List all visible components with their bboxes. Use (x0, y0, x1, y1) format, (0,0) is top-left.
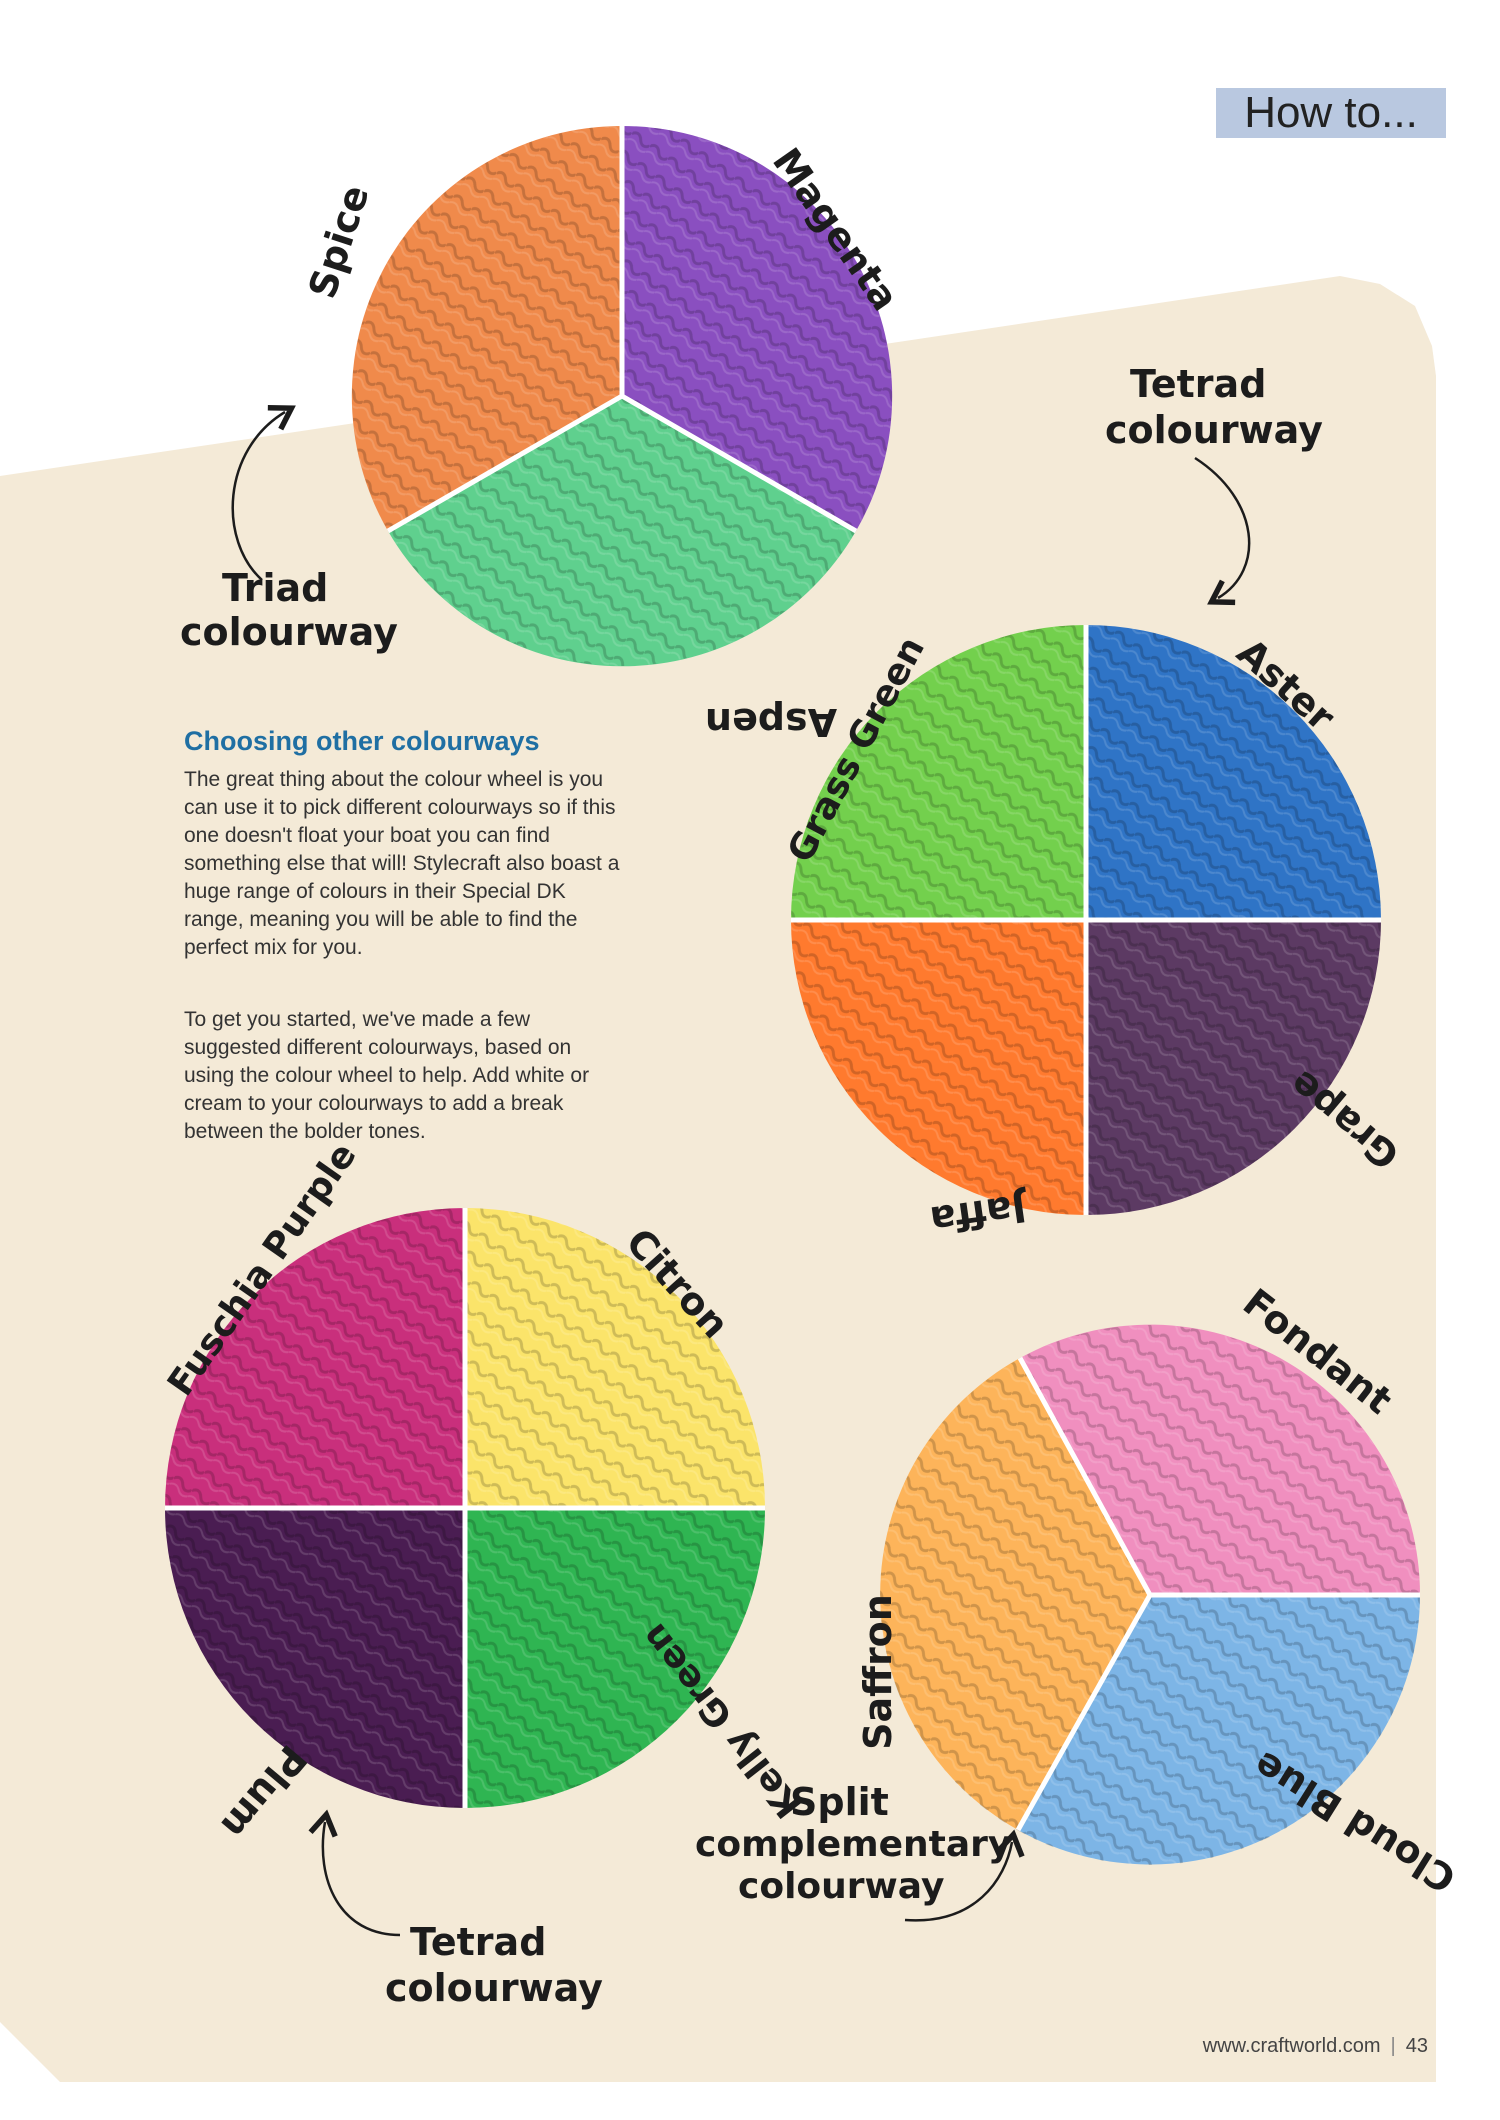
label-tetrad-right-line2: colourway (1105, 408, 1323, 452)
article-paragraph-2: To get you started, we've made a few sug… (184, 1008, 590, 1143)
label-saffron: Saffron (855, 1594, 900, 1750)
footer-divider: | (1390, 2035, 1396, 2057)
label-triad-line1: Triad (222, 566, 329, 610)
label-split-line1: Split (790, 1780, 889, 1824)
section-tab: How to... (1216, 88, 1446, 138)
page-number: 43 (1405, 2035, 1428, 2057)
label-split-line2: complementary (695, 1824, 1012, 1865)
arrow-split (904, 1829, 1025, 1922)
tetrad-wheel-left (165, 1208, 765, 1808)
label-tetrad-left-line1: Tetrad (410, 1920, 547, 1964)
label-tetrad-left-line2: colourway (385, 1966, 603, 2010)
label-aspen: Aspen (705, 700, 838, 744)
label-split-line3: colourway (738, 1866, 945, 1907)
arrow-triad (231, 405, 296, 581)
page-footer: www.craftworld.com | 43 (1203, 2035, 1428, 2058)
footer-website-link[interactable]: www.craftworld.com (1202, 2035, 1381, 2057)
tetrad-wheel-right (791, 625, 1381, 1215)
arrow-tetrad-left (308, 1809, 401, 1937)
article-heading: Choosing other colourways (184, 726, 540, 756)
arrow-tetrad-right (1194, 456, 1251, 606)
label-tetrad-right-line1: Tetrad (1130, 362, 1267, 406)
split-complementary-wheel (880, 1324, 1421, 1865)
triad-wheel (351, 125, 893, 667)
article-paragraph-1: The great thing about the colour wheel i… (184, 768, 620, 959)
label-triad-line2: colourway (180, 610, 398, 654)
